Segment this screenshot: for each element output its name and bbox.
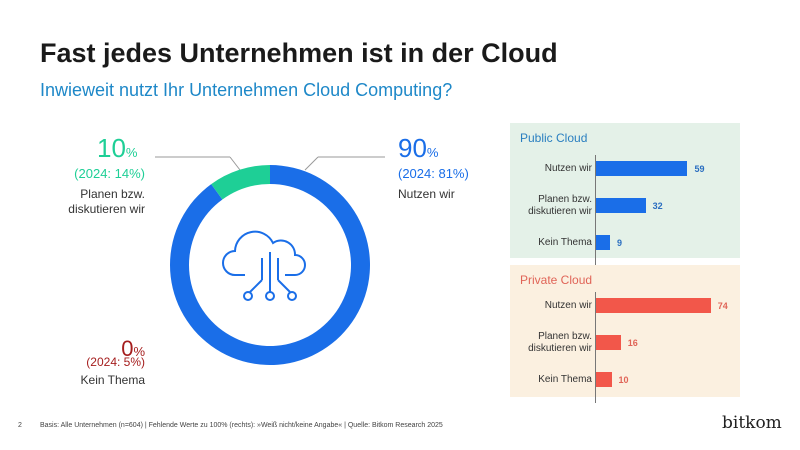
plan-percent: 10% <box>97 133 138 163</box>
bar-value-label: 16 <box>627 338 638 348</box>
footnote: Basis: Alle Unternehmen (n=604) | Fehlen… <box>40 422 443 429</box>
bar-value-label: 10 <box>618 375 629 385</box>
bar <box>596 372 612 387</box>
none-percent: 0% <box>121 336 145 361</box>
bar-category-label: Nutzen wir <box>544 163 592 174</box>
plan-prev: (2024: 14%) <box>74 166 145 181</box>
none-label: Kein Thema <box>80 373 145 387</box>
bar <box>596 198 646 213</box>
cloud-network-icon <box>222 230 306 301</box>
bar-value-label: 9 <box>616 238 622 248</box>
public-cloud-panel: Public Cloud Nutzen wir 59 Planen bzw. dis… <box>510 123 740 266</box>
bar-category-label: Planen bzw. diskutieren wir <box>528 331 592 354</box>
leader-line-plan <box>229 156 241 171</box>
private-cloud-panel: Private Cloud Nutzen wir 74 Planen bzw. di… <box>510 265 740 403</box>
bar-value-label: 74 <box>717 301 728 311</box>
bar <box>596 335 621 350</box>
bar-value-label: 59 <box>694 164 705 174</box>
bitkom-logo: bitkom <box>722 413 782 433</box>
bar-value-label: 32 <box>652 201 663 211</box>
bar-category-label: Kein Thema <box>538 374 592 385</box>
none-prev: (2024: 5%) <box>86 355 145 369</box>
page-number: 2 <box>18 422 22 429</box>
bar-category-label: Kein Thema <box>538 237 592 248</box>
use-prev: (2024: 81%) <box>398 166 469 181</box>
bar <box>596 298 711 313</box>
bar <box>596 161 688 176</box>
bar-category-label: Nutzen wir <box>544 300 592 311</box>
bar-axis <box>595 155 596 266</box>
plan-label: Planen bzw. diskutieren wir <box>68 187 145 216</box>
bar <box>596 235 610 250</box>
page-title: Fast jedes Unternehmen ist in der Cloud <box>40 38 558 68</box>
bar-category-label: Planen bzw. diskutieren wir <box>528 194 592 217</box>
use-label: Nutzen wir <box>398 187 455 201</box>
use-percent: 90% <box>398 133 439 163</box>
donut-slice-1 <box>211 165 270 200</box>
page-subtitle: Inwieweit nutzt Ihr Unternehmen Cloud Co… <box>40 80 453 100</box>
public-cloud-title: Public Cloud <box>520 131 588 145</box>
private-cloud-title: Private Cloud <box>520 273 593 287</box>
leader-line-use <box>304 156 319 171</box>
bar-axis <box>595 292 596 403</box>
